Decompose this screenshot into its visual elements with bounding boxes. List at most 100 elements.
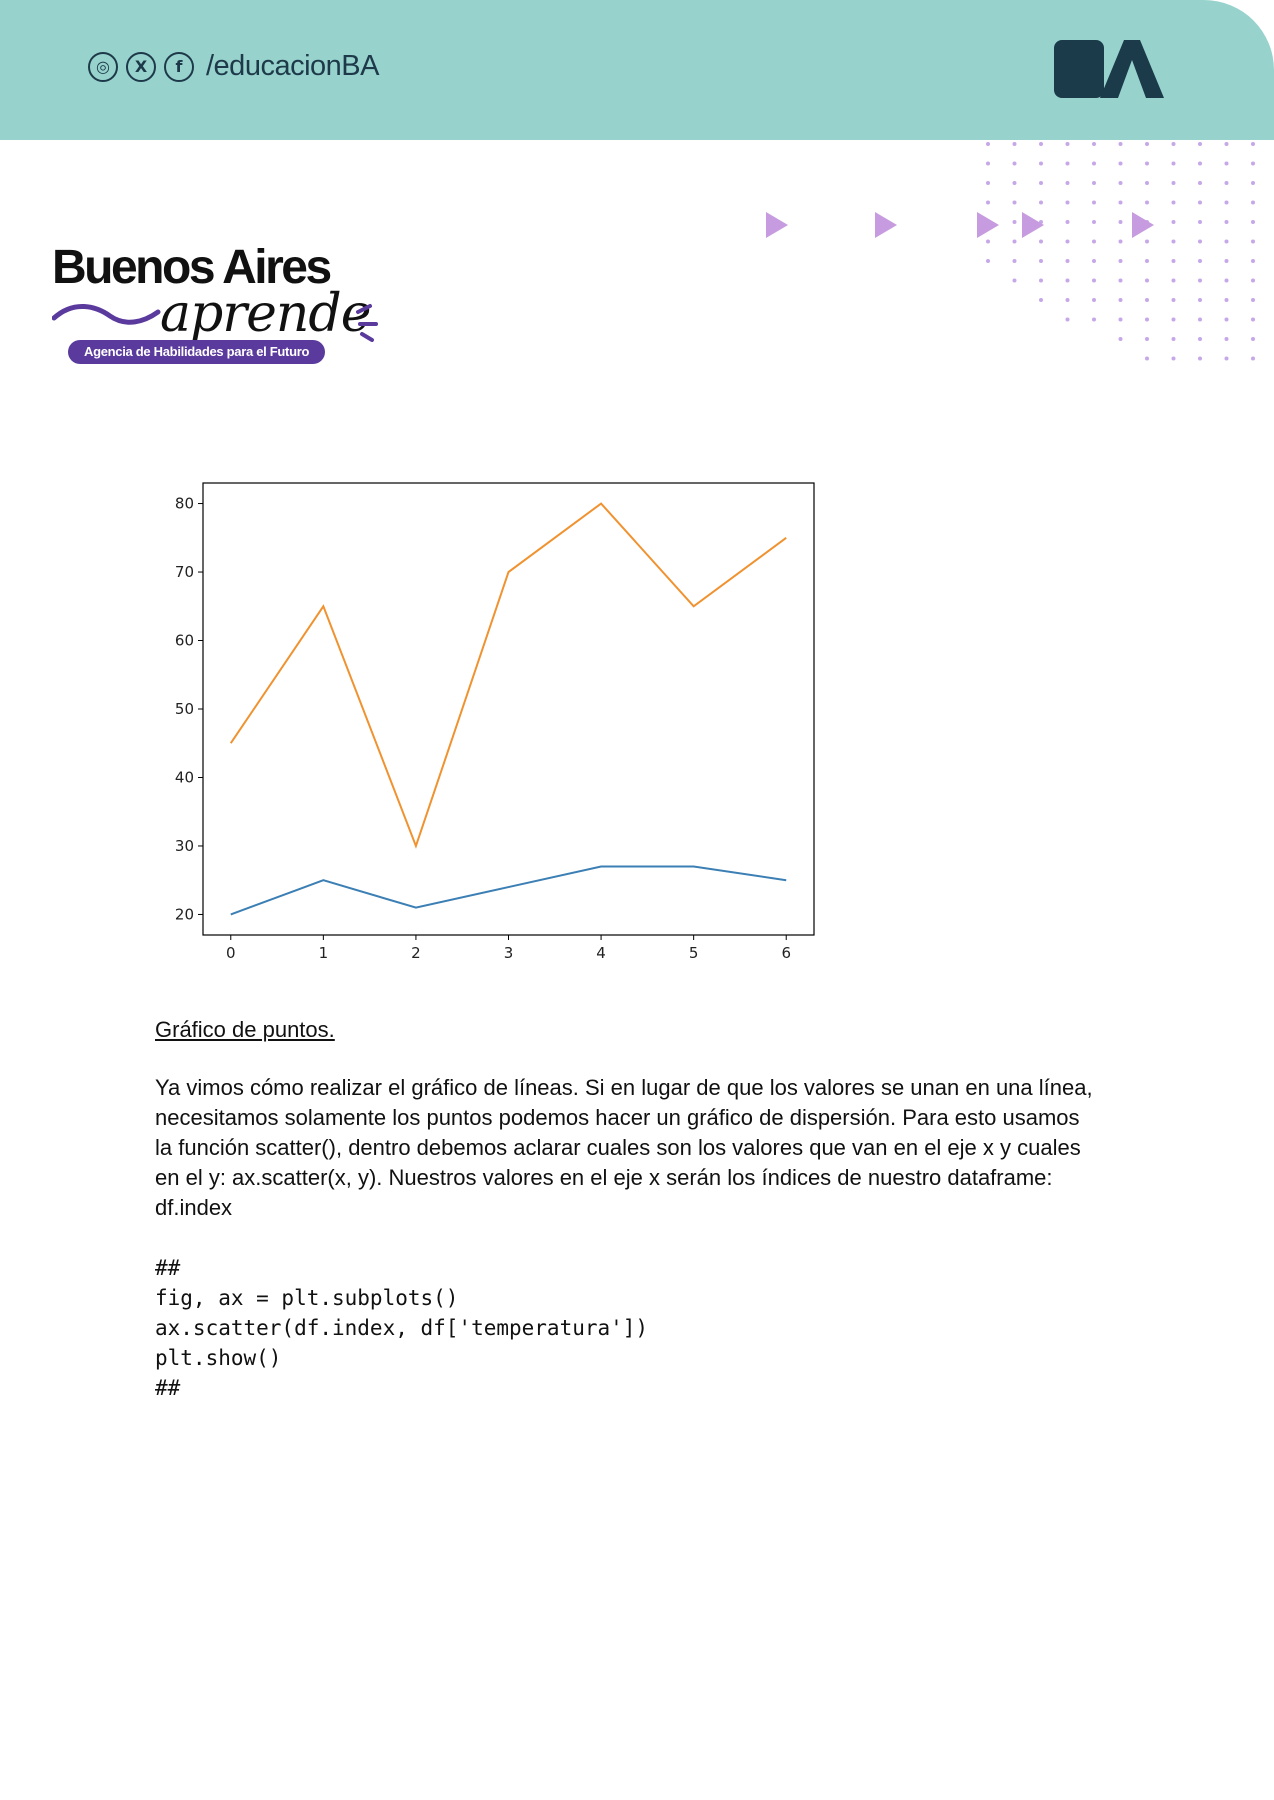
decor-dot	[1092, 317, 1096, 322]
decor-dot	[1224, 142, 1229, 146]
x-tick-label: 0	[226, 944, 236, 962]
buenos-aires-aprende-logo: Buenos Aires aprende Agencia de Habilida…	[52, 240, 392, 370]
decor-dot	[1118, 337, 1123, 341]
decor-dot	[1092, 200, 1096, 205]
decor-dot	[1145, 142, 1149, 146]
paragraph-line: df.index	[155, 1195, 233, 1220]
decor-dot	[1171, 337, 1176, 341]
decor-dot	[1092, 181, 1096, 185]
decor-dot	[1118, 181, 1123, 185]
arrow-decoration-2	[875, 212, 897, 238]
decor-dot	[1145, 356, 1149, 361]
decor-dot	[1198, 317, 1202, 322]
decor-dot	[986, 142, 990, 146]
decor-dot	[1092, 142, 1096, 146]
paragraph-line: necesitamos solamente los puntos podemos…	[155, 1105, 1080, 1130]
decor-dot	[1012, 220, 1017, 224]
instagram-icon[interactable]: ◎	[88, 51, 118, 82]
decor-dot	[1198, 298, 1202, 302]
decor-dot	[1198, 220, 1202, 224]
decor-dot	[1118, 298, 1123, 302]
line-chart: 20 30 40 50 60 70 80 0 1 2 3 4 5 6	[175, 482, 815, 962]
decor-dot	[1092, 239, 1096, 244]
decor-dot	[1092, 278, 1096, 283]
decor-dot	[1171, 317, 1176, 322]
social-handle[interactable]: /educacionBA	[206, 50, 379, 82]
decor-dot	[1145, 298, 1149, 302]
decor-dot	[1145, 181, 1149, 185]
decor-dot	[1012, 142, 1017, 146]
decor-dot	[1092, 259, 1096, 263]
logo-tagline-badge: Agencia de Habilidades para el Futuro	[68, 340, 326, 364]
y-tick-label: 30	[175, 837, 194, 855]
decor-dot	[986, 161, 990, 166]
code-line: ##	[155, 1376, 181, 1400]
decor-dot	[1251, 239, 1255, 244]
decor-dot	[1198, 259, 1202, 263]
decor-dot	[1171, 200, 1176, 205]
decor-dot	[1065, 161, 1070, 166]
decor-dot	[1065, 142, 1070, 146]
decor-dot	[1092, 298, 1096, 302]
facebook-icon[interactable]: f	[164, 51, 194, 82]
y-tick-label: 80	[175, 495, 194, 513]
decor-dot	[986, 239, 990, 244]
decor-dot	[1224, 278, 1229, 283]
decor-dot	[1065, 298, 1070, 302]
x-tick-label: 4	[596, 944, 606, 962]
decor-dot	[1198, 181, 1202, 185]
decor-dot	[1171, 298, 1176, 302]
x-icon[interactable]: X	[126, 51, 156, 82]
decor-dot	[1118, 278, 1123, 283]
x-tick-label: 6	[781, 944, 791, 962]
decor-dot	[1012, 181, 1017, 185]
decor-dot	[1012, 259, 1017, 263]
y-tick-label: 60	[175, 632, 194, 650]
decor-dot	[1092, 161, 1096, 166]
decor-dot	[1039, 142, 1043, 146]
decor-dot	[1118, 200, 1123, 205]
decor-dot	[1251, 161, 1255, 166]
arrow-decoration-4	[1022, 212, 1044, 238]
decor-dot	[1145, 337, 1149, 341]
logo-sparkle	[356, 304, 378, 342]
decor-dot	[1224, 356, 1229, 361]
decor-dot	[1039, 278, 1043, 283]
decor-dot	[1198, 278, 1202, 283]
decor-dot	[986, 200, 990, 205]
decor-dot	[1092, 220, 1096, 224]
decor-dot	[1224, 181, 1229, 185]
paragraph-line: la función scatter(), dentro debemos acl…	[155, 1135, 1081, 1160]
paragraph-line: Ya vimos cómo realizar el gráfico de lín…	[155, 1075, 1093, 1100]
decor-dot	[1145, 239, 1149, 244]
series-line-2	[229, 502, 787, 849]
decor-dot	[1065, 259, 1070, 263]
logo-title: Buenos Aires	[52, 241, 332, 294]
decor-dot	[1145, 259, 1149, 263]
decor-dot	[1171, 161, 1176, 166]
decor-dot	[1118, 317, 1123, 322]
decor-dot	[1224, 298, 1229, 302]
decor-dot	[1198, 337, 1202, 341]
decor-dot	[1145, 317, 1149, 322]
decor-dot	[1065, 239, 1070, 244]
decor-dot	[1145, 161, 1149, 166]
decor-dot	[1039, 161, 1043, 166]
decor-dot	[1039, 259, 1043, 263]
decor-dot	[1118, 220, 1123, 224]
decor-dot	[1251, 259, 1255, 263]
x-tick-label: 3	[504, 944, 514, 962]
arrow-decoration-5	[1132, 212, 1154, 238]
decor-dot	[1171, 181, 1176, 185]
logo-swoosh	[52, 303, 161, 325]
decor-dot	[1039, 200, 1043, 205]
dot-pattern	[986, 142, 1255, 361]
decor-dot	[1012, 161, 1017, 166]
y-tick-label: 50	[175, 700, 194, 718]
decor-dot	[1171, 239, 1176, 244]
y-tick-label: 70	[175, 563, 194, 581]
decor-dot	[986, 181, 990, 185]
decor-dot	[1224, 337, 1229, 341]
code-block: ## fig, ax = plt.subplots() ax.scatter(d…	[155, 1253, 648, 1403]
decor-dot	[1224, 200, 1229, 205]
